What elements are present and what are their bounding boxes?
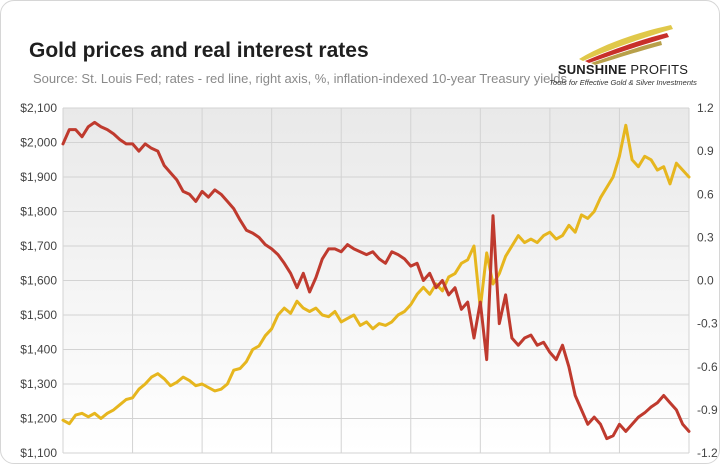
left-axis-tick-label: $2,000 <box>20 136 57 150</box>
right-axis-tick-label: -0.9 <box>697 403 718 417</box>
logo-name-light: PROFITS <box>630 62 689 77</box>
left-axis-tick-label: $1,500 <box>20 308 57 322</box>
left-axis: $2,100 $2,000 $1,900 $1,800 $1,700 $1,600 $1,5… <box>20 101 57 460</box>
right-axis: 1.2 0.9 0.6 0.3 0.0 -0.3 -0.6 -0.9 -1.2 <box>697 101 718 460</box>
left-axis-tick-label: $1,800 <box>20 205 57 219</box>
chart-subtitle: Source: St. Louis Fed; rates - red line,… <box>33 71 567 86</box>
series-layer <box>61 120 691 441</box>
left-axis-tick-label: $1,700 <box>20 239 57 253</box>
sunshine-profits-logo-icon <box>579 25 673 65</box>
logo-tagline: Tools for Effective Gold & Silver Invest… <box>549 78 697 87</box>
logo-name-bold: SUNSHINE <box>557 62 627 77</box>
right-axis-tick-label: 0.9 <box>697 144 714 158</box>
right-axis-tick-label: -0.6 <box>697 360 718 374</box>
right-axis-tick-label: 1.2 <box>697 101 714 115</box>
left-axis-tick-label: $1,600 <box>20 274 57 288</box>
chart-title: Gold prices and real interest rates <box>29 39 369 62</box>
right-axis-tick-label: 0.0 <box>697 274 714 288</box>
gold-price-line <box>61 123 691 426</box>
logo-name: SUNSHINE PROFITS <box>549 62 697 77</box>
left-axis-tick-label: $1,200 <box>20 412 57 426</box>
left-axis-tick-label: $1,900 <box>20 170 57 184</box>
left-axis-tick-label: $1,400 <box>20 343 57 357</box>
left-axis-tick-label: $2,100 <box>20 101 57 115</box>
left-axis-tick-label: $1,100 <box>20 446 57 460</box>
right-axis-tick-label: 0.3 <box>697 230 714 244</box>
right-axis-tick-label: -1.2 <box>697 446 718 460</box>
real-interest-rate-line <box>61 120 691 441</box>
left-axis-tick-label: $1,300 <box>20 377 57 391</box>
right-axis-tick-label: -0.3 <box>697 317 718 331</box>
right-axis-tick-label: 0.6 <box>697 187 714 201</box>
